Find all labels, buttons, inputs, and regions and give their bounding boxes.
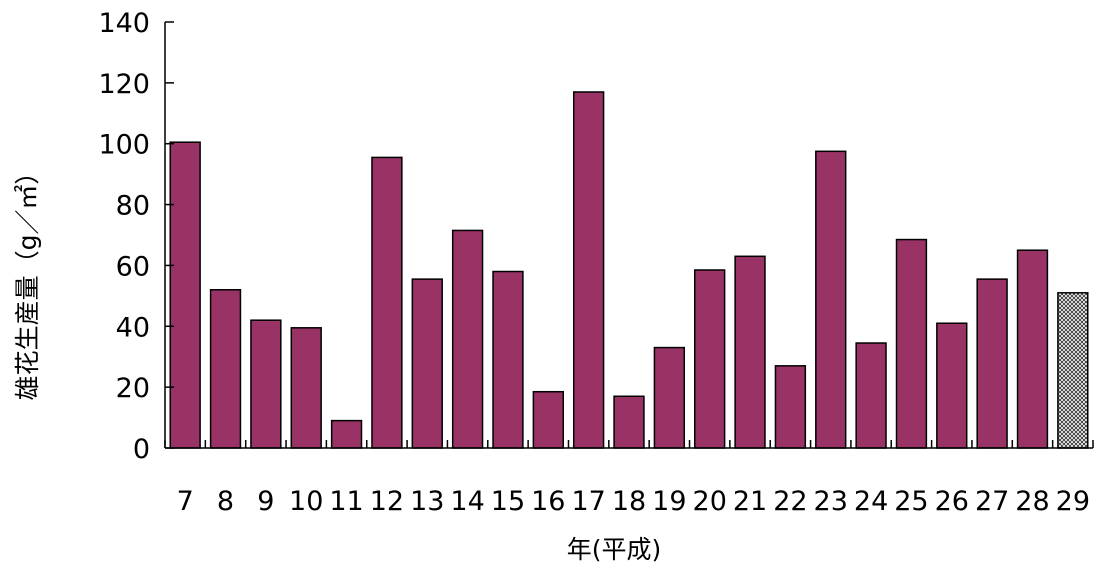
x-tick-label-18: 18 [612,486,646,517]
x-tick-label-9: 9 [257,486,274,517]
bar-13 [411,278,443,449]
x-tick-label-12: 12 [370,486,404,517]
x-tick-label-27: 27 [975,486,1009,517]
bar-17 [572,91,605,449]
bar-28 [1016,249,1049,449]
y-tick-label-120: 120 [98,69,150,100]
bar-8 [209,289,242,449]
x-tick-label-26: 26 [935,486,969,517]
bar-24 [855,342,887,449]
y-tick-label-140: 140 [98,8,150,39]
bar-16 [532,390,564,449]
y-tick-label-0: 0 [133,434,150,465]
x-tick-label-22: 22 [773,486,807,517]
x-tick-label-13: 13 [410,486,444,517]
axes-layer [164,21,1094,449]
x-tick-label-15: 15 [491,486,525,517]
bar-14 [451,229,484,449]
y-tick-label-20: 20 [116,373,150,404]
x-tick-label-29: 29 [1056,486,1090,517]
y-tick-label-60: 60 [116,251,150,282]
bar-7 [169,141,201,449]
bar-12 [371,156,403,449]
x-tick-label-19: 19 [652,486,686,517]
x-tick-label-7: 7 [177,486,194,517]
x-tick-label-10: 10 [289,486,323,517]
y-tick-label-40: 40 [116,312,150,343]
bar-15 [492,270,524,449]
x-tick-label-24: 24 [854,486,888,517]
bars-layer [169,91,1089,449]
x-tick-label-28: 28 [1015,486,1049,517]
y-axis-title: 雄花生産量（g／㎡） [13,160,42,401]
x-tick-label-16: 16 [531,486,565,517]
x-axis-title: 年(平成) [567,535,662,564]
bar-22 [774,365,807,449]
x-tick-label-11: 11 [329,486,363,517]
bar-20 [694,269,726,449]
bar-9 [250,319,282,449]
bar-27 [976,278,1008,449]
y-tick-label-100: 100 [98,130,150,161]
bar-25 [895,238,928,449]
bar-10 [290,327,322,449]
x-tick-label-8: 8 [217,486,234,517]
bar-21 [734,255,766,449]
x-tick-label-20: 20 [693,486,727,517]
x-tick-label-23: 23 [814,486,848,517]
bar-19 [653,346,686,449]
y-tick-label-80: 80 [116,191,150,222]
bar-29 [1057,292,1089,449]
bar-23 [815,150,847,449]
x-tick-label-21: 21 [733,486,767,517]
x-tick-label-17: 17 [571,486,605,517]
bar-18 [613,395,645,449]
tick-labels-layer: 0 20 40 60 80 100 120 140 7 8 9 10 11 12 13 14 15 16 17 18 1… [98,8,1090,517]
bar-26 [936,322,968,449]
x-tick-label-14: 14 [450,486,484,517]
bar-11 [330,419,363,449]
x-tick-label-25: 25 [894,486,928,517]
